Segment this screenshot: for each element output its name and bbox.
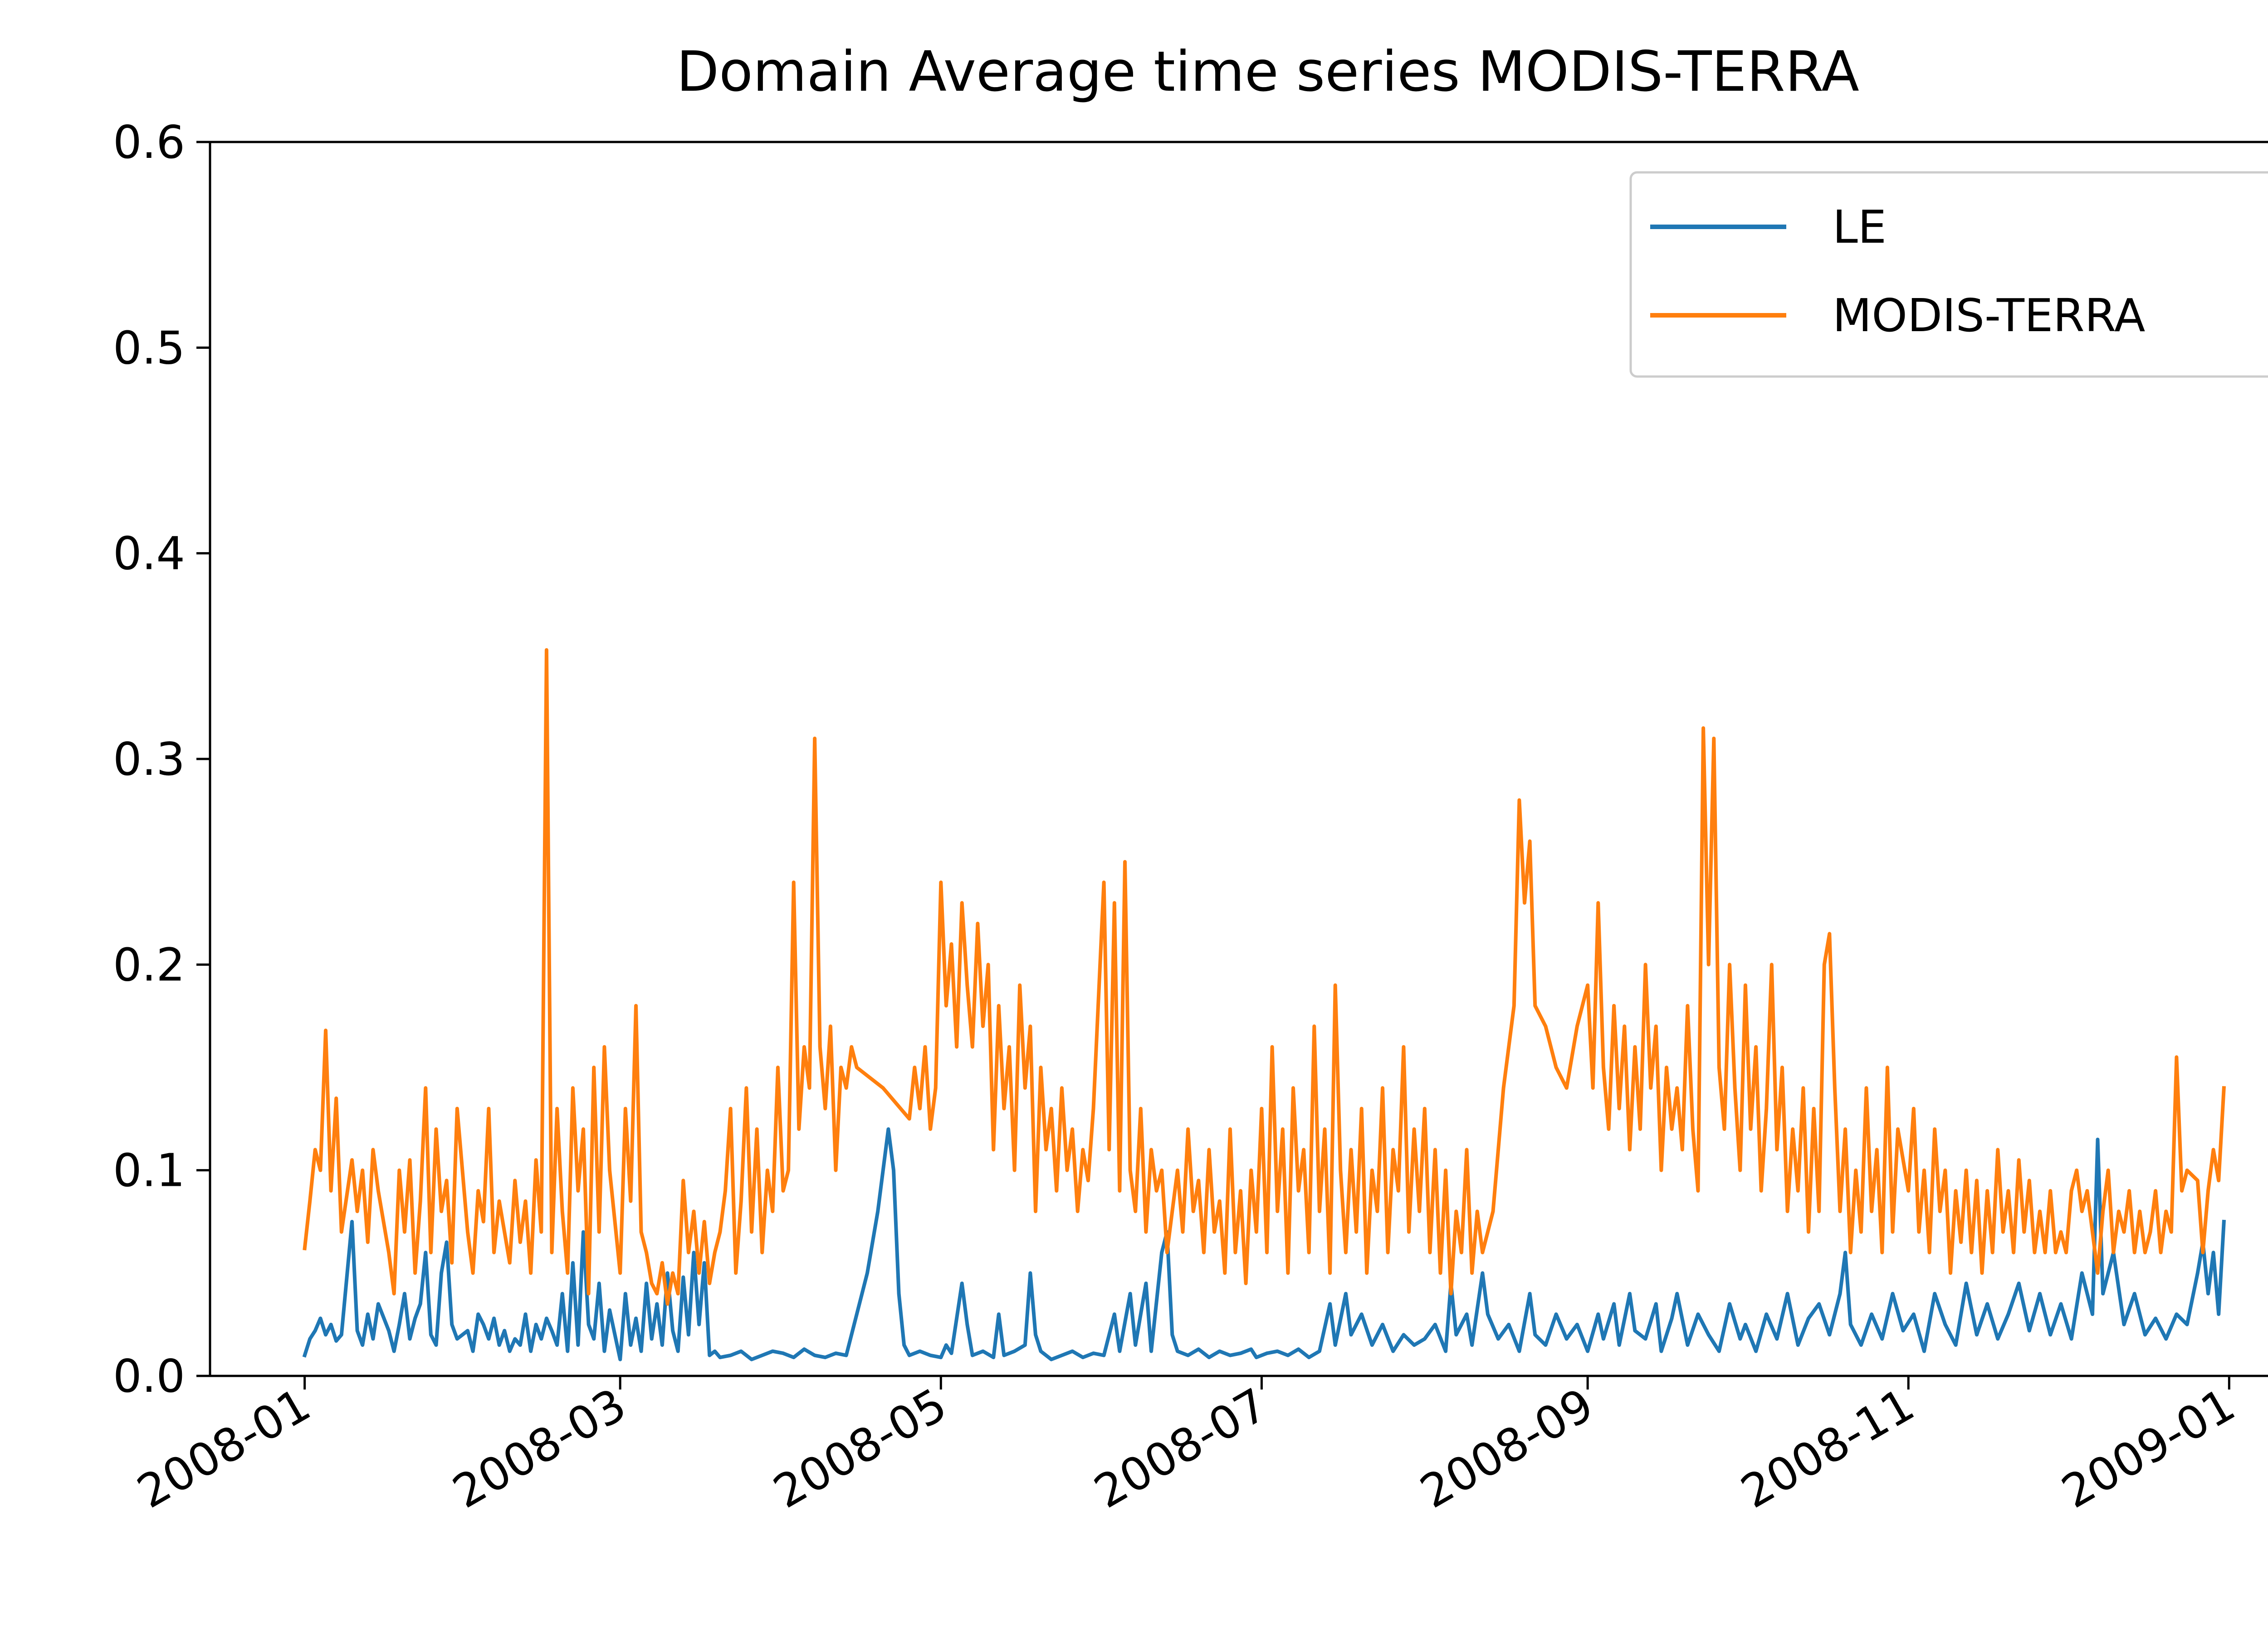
y-axis: 0.0 0.1 0.2 0.3 0.4 0.5 0.6 <box>113 116 210 1403</box>
y-tick-label: 0.2 <box>113 938 185 991</box>
legend-box <box>1629 171 2268 378</box>
y-tick-label: 0.1 <box>113 1144 185 1197</box>
y-tick-label: 0.6 <box>113 116 185 169</box>
chart-title: Domain Average time series MODIS-TERRA <box>676 39 1859 104</box>
y-tick-label: 0.5 <box>113 321 185 374</box>
y-tick-label: 0.4 <box>113 527 185 580</box>
legend-label-modis-terra: MODIS-TERRA <box>1833 289 2145 342</box>
series-layer <box>302 648 2226 1361</box>
y-tick-label: 0.3 <box>113 733 185 786</box>
series-line-modis-terra <box>303 648 2226 1306</box>
y-tick-label: 0.0 <box>113 1350 185 1403</box>
legend: LE MODIS-TERRA <box>1629 171 2268 378</box>
series-line-le <box>302 1127 2226 1361</box>
legend-label-le: LE <box>1833 201 1887 254</box>
